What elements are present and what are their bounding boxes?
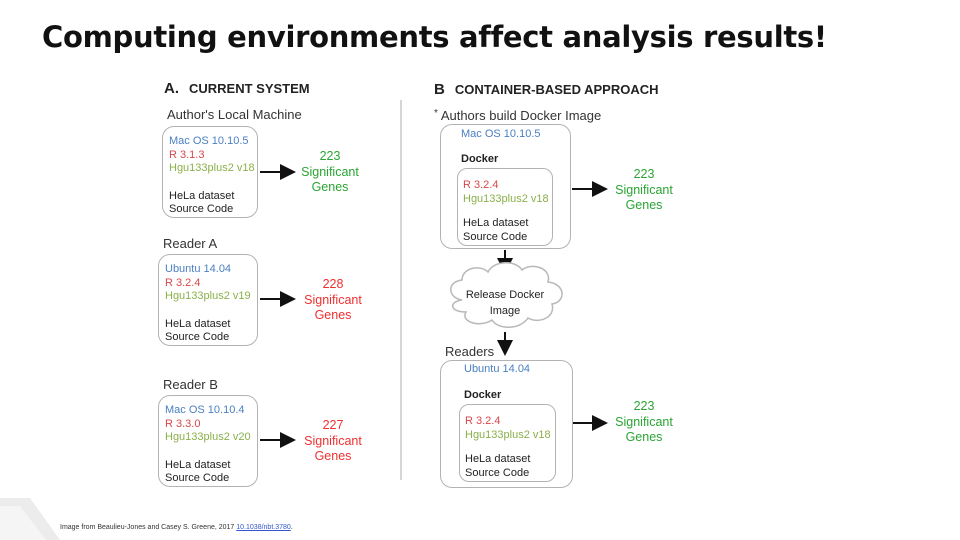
container-reader-result-unit: Genes [625, 430, 663, 444]
reader-b-dataset: HeLa dataset [165, 458, 231, 471]
reader-b-r-version: R 3.3.0 [165, 417, 201, 430]
container-author-result-unit: Genes [625, 198, 663, 212]
container-reader-result-label: Significant [615, 414, 673, 429]
author-annotation: Hgu133plus2 v18 [169, 162, 255, 174]
release-docker-cloud-text: Release Docker Image [455, 287, 555, 319]
cloud-shape [450, 262, 563, 328]
cloud-line-2: Image [489, 305, 521, 317]
container-reader-r-version: R 3.2.4 [465, 415, 501, 427]
container-author-r-version: R 3.2.4 [463, 179, 499, 191]
corner-decoration [0, 498, 60, 540]
container-reader-annotation: Hgu133plus2 v18 [465, 428, 551, 441]
caption-suffix: . [290, 524, 293, 531]
caption-text: Image from Beaulieu-Jones and Casey S. G… [60, 524, 237, 531]
reader-b-result-label: Significant [304, 433, 362, 448]
reader-container-box: Ubuntu 14.04 Docker R 3.2.4 Hgu133plus2 … [440, 360, 573, 488]
reader-b-box: Mac OS 10.10.4 R 3.3.0 Hgu133plus2 v20 H… [158, 395, 258, 487]
container-author-result-label: Significant [615, 182, 673, 197]
reader-b-source: Source Code [165, 472, 230, 484]
container-author-docker-label: Docker [461, 153, 499, 165]
container-author-annotation: Hgu133plus2 v18 [463, 192, 549, 205]
image-credit-caption: Image from Beaulieu-Jones and Casey S. G… [60, 524, 293, 531]
reader-b-os: Mac OS 10.10.4 [165, 404, 245, 416]
reader-a-result: 228 Significant Genes [293, 277, 373, 324]
container-reader-docker-label: Docker [464, 389, 502, 401]
author-dataset: HeLa dataset [169, 189, 235, 202]
container-reader-source: Source Code [465, 466, 530, 479]
author-result-label: Significant [301, 164, 359, 179]
reader-a-result-label: Significant [304, 292, 362, 307]
panel-divider [400, 100, 402, 480]
panel-b-letter: B [434, 81, 445, 98]
reader-a-box: Ubuntu 14.04 R 3.2.4 Hgu133plus2 v19 HeL… [158, 254, 258, 346]
reader-a-dataset: HeLa dataset [165, 317, 231, 330]
panel-b-title: CONTAINER-BASED APPROACH [454, 82, 659, 97]
readers-label: Readers [445, 344, 495, 359]
container-author-result-count: 223 [633, 167, 655, 181]
author-result-unit: Genes [311, 180, 349, 194]
container-author-dataset: HeLa dataset [463, 217, 529, 229]
doi-link[interactable]: 10.1038/nbt.3780 [236, 524, 291, 531]
reader-a-annotation: Hgu133plus2 v19 [165, 290, 251, 302]
reader-a-os: Ubuntu 14.04 [165, 263, 232, 275]
reader-b-result-count: 227 [322, 418, 344, 432]
reader-a-label: Reader A [163, 236, 218, 251]
reader-b-result-unit: Genes [314, 449, 352, 463]
container-reader-result-count: 223 [633, 399, 655, 413]
panel-a-title: CURRENT SYSTEM [189, 81, 310, 96]
slide-title: Computing environments affect analysis r… [42, 20, 827, 54]
panel-b-heading: B CONTAINER-BASED APPROACH [434, 81, 659, 98]
container-author-os: Mac OS 10.10.5 [461, 128, 541, 140]
authors-build-text: Authors build Docker Image [440, 108, 602, 123]
author-container-box: Mac OS 10.10.5 Docker R 3.2.4 Hgu133plus… [440, 124, 571, 249]
container-reader-dataset: HeLa dataset [465, 453, 531, 465]
reader-b-label: Reader B [163, 377, 218, 392]
author-source: Source Code [169, 203, 234, 215]
reader-docker-box: R 3.2.4 Hgu133plus2 v18 HeLa dataset Sou… [459, 404, 556, 482]
cloud-line-1: Release Docker [465, 289, 545, 301]
reader-a-result-unit: Genes [314, 308, 352, 322]
reader-a-r-version: R 3.2.4 [165, 276, 201, 289]
authors-build-label: * Authors build Docker Image [434, 108, 601, 123]
author-r-version: R 3.1.3 [169, 148, 205, 161]
reader-b-result: 227 Significant Genes [293, 418, 373, 465]
author-result-count: 223 [319, 149, 341, 163]
bullet-asterisk: * [434, 108, 438, 119]
panel-a-letter: A. [164, 80, 179, 97]
panel-a-heading: A. CURRENT SYSTEM [164, 80, 310, 97]
author-machine-label: Author's Local Machine [167, 107, 302, 122]
author-os: Mac OS 10.10.5 [169, 135, 249, 147]
container-author-result: 223 Significant Genes [606, 167, 682, 214]
container-author-source: Source Code [463, 230, 528, 243]
reader-a-source: Source Code [165, 331, 230, 343]
reader-b-annotation: Hgu133plus2 v20 [165, 431, 251, 443]
container-reader-os: Ubuntu 14.04 [464, 363, 531, 375]
container-reader-result: 223 Significant Genes [606, 399, 682, 446]
author-machine-box: Mac OS 10.10.5 R 3.1.3 Hgu133plus2 v18 H… [162, 126, 258, 218]
reader-a-result-count: 228 [322, 277, 344, 291]
author-docker-box: R 3.2.4 Hgu133plus2 v18 HeLa dataset Sou… [457, 168, 553, 246]
author-result: 223 Significant Genes [293, 149, 367, 196]
